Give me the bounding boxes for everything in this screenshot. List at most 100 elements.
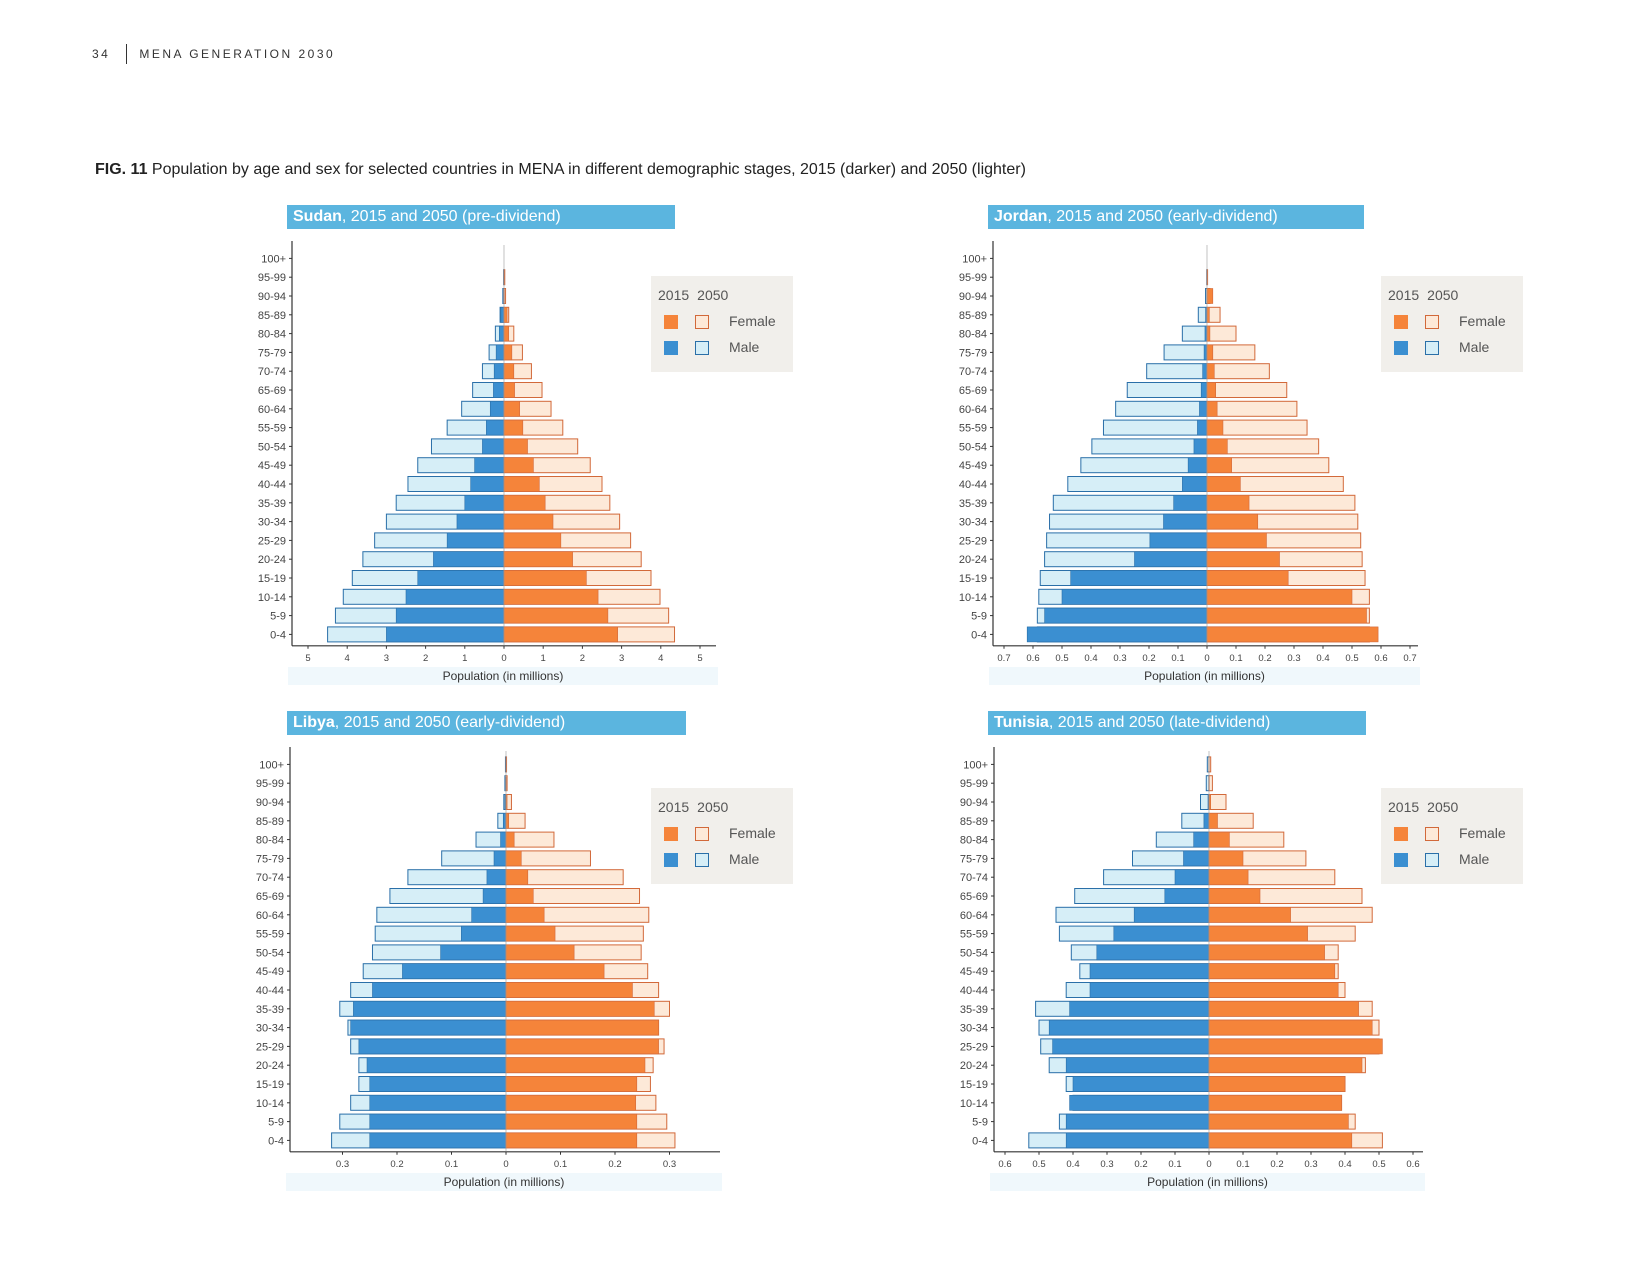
x-tick-label: 0 xyxy=(1204,653,1209,664)
jordan-chart-title: Jordan, 2015 and 2050 (early-dividend) xyxy=(988,205,1364,229)
x-tick-label: 0.4 xyxy=(1338,1159,1351,1170)
age-group-label: 90-94 xyxy=(959,291,987,303)
x-tick-label: 0.1 xyxy=(1171,653,1184,664)
female-2015-swatch xyxy=(1394,315,1408,329)
male-2015-swatch xyxy=(664,341,678,355)
male-2015-bar xyxy=(1164,888,1210,904)
age-group-label: 70-74 xyxy=(256,872,284,884)
female-2015-bar xyxy=(1208,963,1336,980)
x-tick-label: 0.7 xyxy=(1403,653,1416,664)
x-tick-label: 0.5 xyxy=(1032,1159,1045,1170)
age-group-label: 70-74 xyxy=(960,872,988,884)
age-group-label: 25-29 xyxy=(258,535,286,547)
female-2015-bar xyxy=(1208,1132,1353,1149)
age-group-label: 100+ xyxy=(962,253,987,265)
x-tick-label: 0.1 xyxy=(1229,653,1242,664)
age-group-label: 10-14 xyxy=(256,1098,284,1110)
age-group-label: 100+ xyxy=(261,253,286,265)
x-tick-label: 0.3 xyxy=(1100,1159,1113,1170)
legend-female-label: Female xyxy=(729,825,776,841)
age-group-label: 10-14 xyxy=(258,592,286,604)
x-tick-label: 0.7 xyxy=(997,653,1010,664)
figure-caption-text: Population by age and sex for selected c… xyxy=(151,161,1026,178)
sudan-title-rest: , 2015 and 2050 (pre-dividend) xyxy=(341,208,561,225)
age-group-label: 40-44 xyxy=(256,985,284,997)
age-group-label: 25-29 xyxy=(960,1041,988,1053)
page-number: 34 xyxy=(92,47,111,61)
legend-female-label: Female xyxy=(729,313,776,329)
female-2015-bar xyxy=(1208,812,1218,829)
female-2050-swatch xyxy=(695,315,709,329)
x-tick-label: 0 xyxy=(501,653,506,664)
x-tick-label: 0.1 xyxy=(1236,1159,1249,1170)
age-group-label: 35-39 xyxy=(960,1004,988,1016)
age-group-label: 75-79 xyxy=(960,853,988,865)
male-2015-bar xyxy=(1048,1019,1210,1036)
age-group-label: 90-94 xyxy=(960,797,988,809)
male-2015-swatch xyxy=(1394,853,1408,867)
legend-male-label: Male xyxy=(1459,339,1490,355)
female-2015-bar xyxy=(1208,1076,1346,1092)
tunisia-chart-title: Tunisia, 2015 and 2050 (late-dividend) xyxy=(988,711,1366,735)
male-2050-swatch xyxy=(695,341,709,355)
female-2050-swatch xyxy=(695,827,709,841)
sudan-chart-title: Sudan, 2015 and 2050 (pre-dividend) xyxy=(287,205,675,229)
legend-years: 2015 2050 xyxy=(1388,799,1466,815)
x-tick-label: 0.6 xyxy=(1406,1159,1419,1170)
age-group-label: 25-29 xyxy=(959,535,987,547)
age-group-label: 5-9 xyxy=(268,1117,284,1129)
x-tick-label: 1 xyxy=(541,653,546,664)
age-group-label: 70-74 xyxy=(959,366,987,378)
x-tick-label: 0.2 xyxy=(608,1159,621,1170)
age-group-label: 60-64 xyxy=(256,910,284,922)
x-tick-label: 1 xyxy=(462,653,467,664)
x-tick-label: 0.1 xyxy=(445,1159,458,1170)
x-tick-label: 0.6 xyxy=(1026,653,1039,664)
male-2015-swatch xyxy=(1394,341,1408,355)
legend-year-2050: 2050 xyxy=(697,799,729,815)
age-group-label: 60-64 xyxy=(960,910,988,922)
x-tick-label: 0 xyxy=(1206,1159,1211,1170)
x-tick-label: 0.5 xyxy=(1055,653,1068,664)
age-group-label: 0-4 xyxy=(971,629,987,641)
x-tick-label: 0.5 xyxy=(1345,653,1358,664)
male-2015-bar xyxy=(1096,944,1210,961)
female-2015-bar xyxy=(1208,850,1244,867)
female-2015-bar xyxy=(1208,906,1291,923)
tunisia-title-country: Tunisia xyxy=(994,714,1049,731)
legend-year-2015: 2015 xyxy=(1388,799,1420,815)
female-2015-bar xyxy=(1208,982,1339,998)
legend-female-label: Female xyxy=(1459,313,1506,329)
legend-year-2015: 2015 xyxy=(658,287,690,303)
male-2015-swatch xyxy=(664,853,678,867)
age-group-label: 30-34 xyxy=(258,517,286,529)
x-tick-label: 2 xyxy=(580,653,585,664)
male-2015-bar xyxy=(1089,963,1210,980)
age-group-label: 60-64 xyxy=(258,404,286,416)
x-tick-label: 0.5 xyxy=(1372,1159,1385,1170)
age-group-label: 100+ xyxy=(963,759,988,771)
x-tick-label: 0.2 xyxy=(1142,653,1155,664)
age-group-label: 55-59 xyxy=(258,423,286,435)
age-group-label: 25-29 xyxy=(256,1041,284,1053)
age-group-label: 45-49 xyxy=(258,460,286,472)
age-group-label: 65-69 xyxy=(256,891,284,903)
age-group-label: 85-89 xyxy=(959,310,987,322)
age-group-label: 40-44 xyxy=(959,479,987,491)
x-tick-label: 5 xyxy=(697,653,702,664)
female-2015-bar xyxy=(1208,1057,1363,1073)
age-group-label: 65-69 xyxy=(258,385,286,397)
age-group-label: 5-9 xyxy=(971,611,987,623)
age-group-label: 30-34 xyxy=(960,1023,988,1035)
age-group-label: 5-9 xyxy=(270,611,286,623)
legend-years: 2015 2050 xyxy=(658,287,736,303)
x-tick-label: 0 xyxy=(503,1159,508,1170)
sudan-legend: 2015 2050 Female Male xyxy=(651,276,793,372)
male-2015-bar xyxy=(1113,925,1210,942)
x-tick-label: 3 xyxy=(384,653,389,664)
male-2015-bar xyxy=(1072,1076,1210,1092)
tunisia-title-rest: , 2015 and 2050 (late-dividend) xyxy=(1048,714,1271,731)
age-group-label: 5-9 xyxy=(972,1117,988,1129)
age-group-label: 35-39 xyxy=(959,498,987,510)
